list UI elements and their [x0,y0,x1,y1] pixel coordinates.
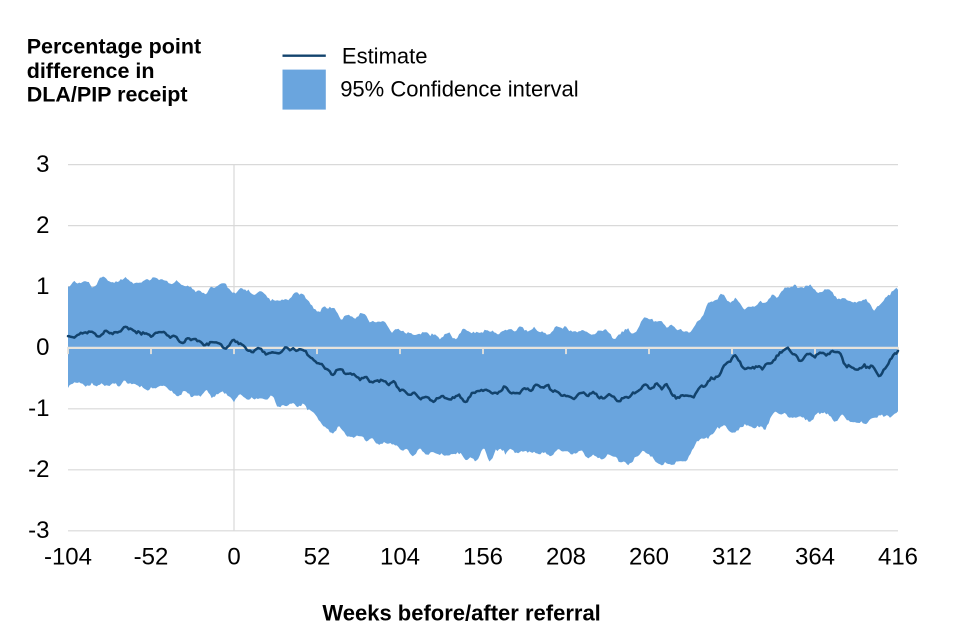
svg-text:2: 2 [36,212,49,239]
svg-text:208: 208 [546,543,586,570]
svg-text:DLA/PIP receipt: DLA/PIP receipt [27,83,188,107]
svg-text:0: 0 [227,543,240,570]
svg-text:Estimate: Estimate [342,43,428,68]
svg-text:Percentage point: Percentage point [27,35,201,59]
svg-text:0: 0 [36,334,49,361]
svg-text:156: 156 [463,543,503,570]
svg-text:1: 1 [36,273,49,300]
svg-text:Weeks before/after referral: Weeks before/after referral [322,600,600,625]
svg-text:-1: -1 [28,395,49,422]
svg-text:-2: -2 [28,456,49,483]
svg-text:364: 364 [795,543,835,570]
svg-text:416: 416 [878,543,918,570]
svg-text:-104: -104 [44,543,92,570]
svg-text:3: 3 [36,151,49,178]
svg-text:104: 104 [380,543,420,570]
svg-text:95% Confidence interval: 95% Confidence interval [340,77,578,102]
svg-text:52: 52 [304,543,331,570]
svg-text:260: 260 [629,543,669,570]
svg-text:312: 312 [712,543,752,570]
svg-text:-3: -3 [28,517,49,544]
svg-text:difference in: difference in [27,59,155,83]
svg-text:-52: -52 [134,543,169,570]
